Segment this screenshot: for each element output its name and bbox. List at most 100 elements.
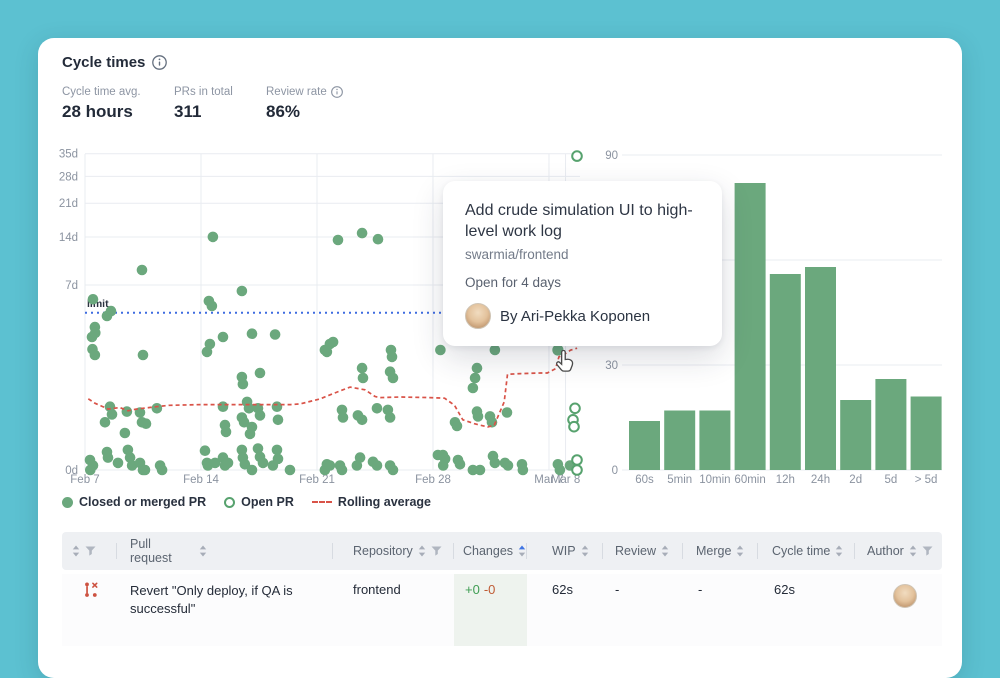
legend-rolling-average[interactable]: Rolling average — [311, 495, 431, 509]
sort-icon[interactable] — [661, 545, 669, 557]
closed-pr-dot[interactable] — [254, 367, 266, 379]
closed-pr-dot[interactable] — [324, 460, 336, 471]
closed-pr-dot[interactable] — [238, 417, 250, 428]
closed-pr-dot[interactable] — [332, 234, 344, 246]
closed-pr-dot[interactable] — [140, 418, 152, 430]
sort-icon[interactable] — [72, 545, 80, 557]
closed-pr-dot[interactable] — [105, 305, 117, 317]
closed-pr-dot[interactable] — [252, 443, 264, 454]
closed-pr-dot[interactable] — [254, 410, 266, 421]
closed-pr-dot[interactable] — [220, 426, 232, 438]
sort-icon[interactable] — [909, 545, 917, 557]
closed-pr-dot[interactable] — [357, 372, 369, 384]
filter-funnel-icon[interactable] — [431, 546, 442, 556]
closed-pr-dot[interactable] — [517, 464, 529, 476]
sort-icon[interactable] — [199, 545, 207, 557]
header-cell-merge[interactable]: Merge — [683, 532, 758, 570]
closed-pr-dot[interactable] — [217, 331, 229, 343]
sort-icon[interactable] — [736, 545, 744, 557]
closed-pr-dot[interactable] — [319, 344, 331, 356]
open-pr-dot[interactable] — [569, 402, 581, 415]
closed-pr-dot[interactable] — [87, 294, 99, 305]
closed-pr-dot[interactable] — [134, 407, 146, 418]
closed-pr-dot[interactable] — [554, 464, 566, 476]
histogram-bar[interactable] — [699, 410, 731, 471]
closed-pr-dot[interactable] — [236, 285, 248, 297]
histogram-bar[interactable] — [910, 396, 942, 471]
closed-pr-dot[interactable] — [246, 464, 258, 476]
filter-funnel-icon[interactable] — [85, 546, 96, 556]
closed-pr-dot[interactable] — [237, 378, 249, 390]
closed-pr-dot[interactable] — [489, 344, 501, 356]
closed-pr-dot[interactable] — [489, 457, 501, 469]
header-cell-wip[interactable]: WIP — [527, 532, 603, 570]
table-row[interactable]: Revert "Only deploy, if QA is successful… — [62, 574, 942, 646]
histogram-bar[interactable] — [734, 183, 766, 470]
avatar[interactable] — [893, 584, 917, 608]
header-cell-author[interactable]: Author — [855, 532, 942, 570]
closed-pr-dot[interactable] — [151, 403, 163, 414]
closed-pr-dot[interactable] — [206, 300, 218, 312]
closed-pr-dot[interactable] — [284, 464, 296, 476]
closed-pr-dot[interactable] — [474, 464, 486, 476]
closed-pr-dot[interactable] — [217, 401, 229, 413]
histogram-bar[interactable] — [769, 274, 801, 470]
filter-funnel-icon[interactable] — [922, 546, 933, 556]
closed-pr-dot[interactable] — [336, 464, 348, 476]
legend-open-pr[interactable]: Open PR — [224, 495, 294, 509]
closed-pr-dot[interactable] — [387, 464, 399, 476]
closed-pr-dot[interactable] — [337, 412, 349, 423]
closed-pr-dot[interactable] — [137, 349, 149, 361]
legend-closed-pr[interactable]: Closed or merged PR — [62, 495, 206, 509]
closed-pr-dot[interactable] — [354, 452, 366, 463]
histogram-bar[interactable] — [664, 410, 696, 471]
header-cell-filter[interactable] — [62, 532, 117, 570]
closed-pr-dot[interactable] — [85, 464, 96, 476]
closed-pr-dot[interactable] — [271, 401, 283, 413]
histogram-bar[interactable] — [805, 267, 836, 470]
closed-pr-dot[interactable] — [207, 231, 219, 243]
closed-pr-dot[interactable] — [199, 445, 211, 457]
closed-pr-dot[interactable] — [454, 459, 466, 470]
closed-pr-dot[interactable] — [356, 227, 368, 239]
closed-pr-dot[interactable] — [269, 329, 281, 340]
open-pr-dot[interactable] — [571, 464, 583, 476]
closed-pr-dot[interactable] — [139, 464, 151, 476]
closed-pr-dot[interactable] — [437, 460, 449, 471]
closed-pr-dot[interactable] — [387, 372, 399, 384]
histogram-bar[interactable] — [629, 421, 660, 470]
closed-pr-dot[interactable] — [156, 464, 168, 476]
closed-pr-dot[interactable] — [257, 457, 269, 469]
closed-pr-dot[interactable] — [119, 427, 131, 439]
info-icon[interactable] — [152, 55, 168, 70]
closed-pr-dot[interactable] — [271, 444, 283, 456]
pr-title[interactable]: Revert "Only deploy, if QA is successful… — [130, 583, 293, 616]
closed-pr-dot[interactable] — [209, 457, 221, 469]
closed-pr-dot[interactable] — [356, 362, 368, 374]
header-cell-review[interactable]: Review — [603, 532, 683, 570]
closed-pr-dot[interactable] — [356, 414, 368, 426]
header-cell-pull-request[interactable]: Pull request — [117, 532, 333, 570]
closed-pr-dot[interactable] — [243, 403, 255, 414]
closed-pr-dot[interactable] — [467, 382, 479, 394]
closed-pr-dot[interactable] — [501, 407, 513, 418]
closed-pr-dot[interactable] — [89, 349, 101, 361]
sort-icon[interactable] — [518, 545, 526, 557]
closed-pr-dot[interactable] — [384, 412, 396, 423]
closed-pr-dot[interactable] — [246, 328, 258, 340]
open-pr-dot[interactable] — [571, 454, 583, 466]
closed-pr-dot[interactable] — [272, 453, 284, 465]
sort-icon[interactable] — [581, 545, 589, 557]
closed-pr-dot[interactable] — [136, 264, 148, 276]
open-pr-dot[interactable] — [571, 150, 583, 162]
closed-pr-dot[interactable] — [121, 406, 133, 417]
sort-icon[interactable] — [835, 545, 843, 557]
hovered-pr-dot[interactable] — [552, 344, 564, 356]
closed-pr-dot[interactable] — [106, 409, 118, 420]
sort-icon[interactable] — [418, 545, 426, 557]
header-cell-changes[interactable]: Changes — [454, 532, 527, 570]
header-cell-repository[interactable]: Repository — [333, 532, 454, 570]
closed-pr-dot[interactable] — [471, 362, 483, 374]
closed-pr-dot[interactable] — [502, 460, 514, 471]
histogram-bar[interactable] — [840, 400, 872, 470]
